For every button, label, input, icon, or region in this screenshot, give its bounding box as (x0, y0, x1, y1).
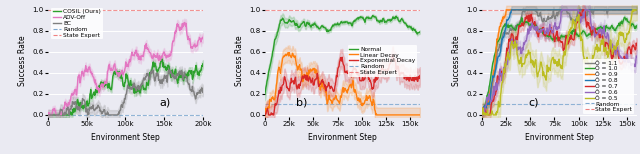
X-axis label: Environment Step: Environment Step (525, 133, 594, 142)
Text: a): a) (159, 98, 171, 108)
Y-axis label: Success Rate: Success Rate (18, 36, 27, 86)
Text: b): b) (296, 98, 307, 108)
Legend: Ō = 1.1, Ō = 1.0, Ō = 0.9, Ō = 0.8, Ō = 0.7, Ō = 0.6, Ō = 0.5, Random, State Exp: Ō = 1.1, Ō = 1.0, Ō = 0.9, Ō = 0.8, Ō = … (583, 59, 634, 114)
Y-axis label: Success Rate: Success Rate (452, 36, 461, 86)
X-axis label: Environment Step: Environment Step (308, 133, 377, 142)
X-axis label: Environment Step: Environment Step (91, 133, 160, 142)
Text: c): c) (529, 98, 539, 108)
Legend: COSIL (Ours), ADV-Off, BC, Random, State Expert: COSIL (Ours), ADV-Off, BC, Random, State… (51, 8, 103, 39)
Y-axis label: Success Rate: Success Rate (235, 36, 244, 86)
Legend: Normal, Linear Decay, Exponential Decay, Random, State Expert: Normal, Linear Decay, Exponential Decay,… (348, 45, 417, 77)
